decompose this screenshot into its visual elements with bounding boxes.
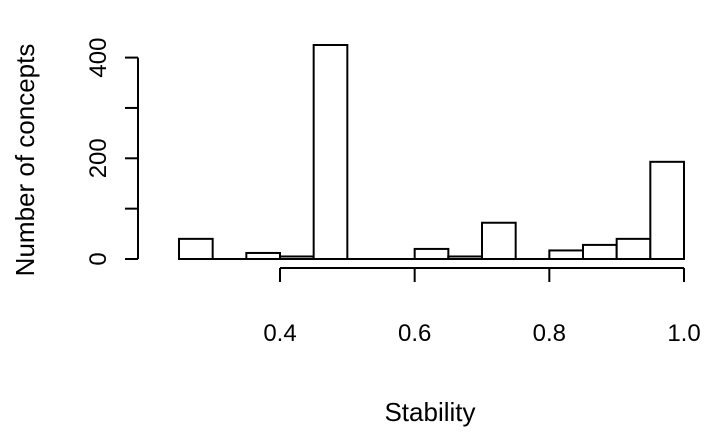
y-axis-label: Number of concepts [10, 44, 40, 277]
x-tick-label-3: 1.0 [667, 320, 700, 347]
x-tick-label-0: 0.4 [263, 320, 296, 347]
x-axis: 0.4 0.6 0.8 1.0 [263, 267, 701, 347]
histogram-bar-14 [649, 160, 685, 260]
y-tick-label-2: 200 [85, 138, 112, 178]
histogram-bar-9 [481, 221, 517, 260]
x-tick-label-1: 0.6 [398, 320, 431, 347]
x-axis-label: Stability [384, 397, 475, 427]
y-tick-label-0: 0 [85, 252, 112, 265]
histogram-bar-11 [548, 249, 584, 261]
bars-group [178, 44, 685, 261]
histogram-bar-13 [615, 237, 652, 261]
histogram-bar-3 [279, 255, 315, 261]
y-tick-label-4: 400 [85, 38, 112, 78]
histogram-bar-7 [413, 247, 450, 261]
histogram-bar-2 [245, 251, 281, 260]
histogram-bar-8 [447, 255, 484, 261]
y-axis: 0 200 400 [85, 38, 139, 266]
histogram-bar-4 [312, 44, 349, 260]
histogram-bar-12 [582, 243, 618, 260]
histogram-bar-0 [178, 237, 214, 261]
x-tick-label-2: 0.8 [533, 320, 566, 347]
